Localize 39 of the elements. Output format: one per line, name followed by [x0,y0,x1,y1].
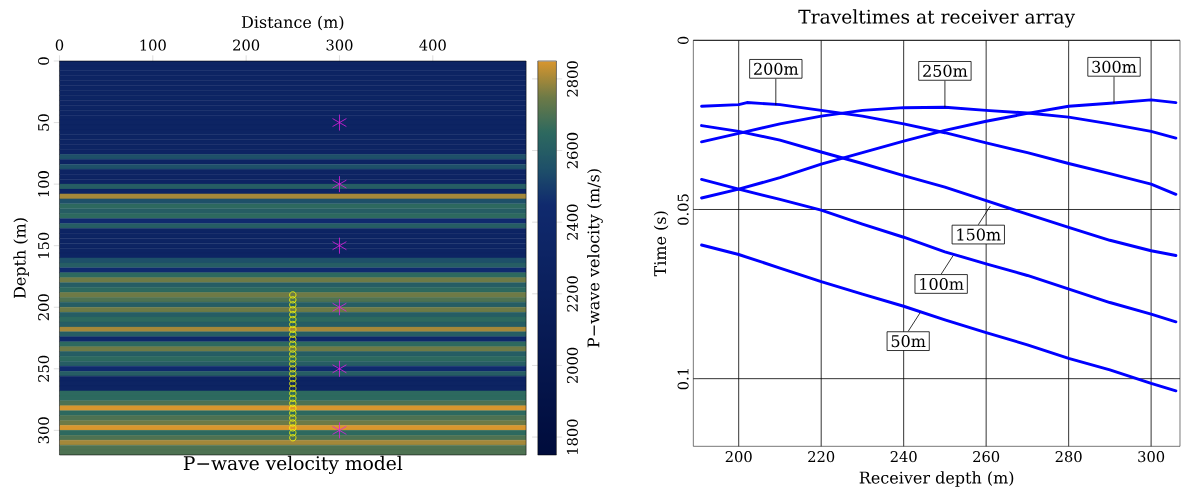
color-bar-label: 1800 [566,419,578,454]
y-tick-label: 100 [38,171,50,197]
color-bar-label: 2200 [566,276,578,312]
x-tick-label: 280 [1055,451,1082,463]
annotation: 300m [1092,60,1137,73]
x-tick-label: 0 [55,39,64,51]
y-tick-label: 50 [38,114,50,131]
x-tick-label: 100 [140,39,166,51]
color-bar-label: 2000 [566,347,578,384]
color-bar-label: 2800 [566,61,578,97]
y-tick-label: 0.1 [677,369,689,390]
annotation: 150m [957,228,1001,241]
annotation: 200m [754,62,799,75]
x-tick-label: 300 [1138,451,1165,463]
y-tick-label: 300 [38,417,50,444]
annotation: 250m [923,64,968,77]
y-tick-label: 250 [38,355,50,382]
y-tick-label: 150 [38,232,50,258]
x-tick-label: 260 [973,451,1000,463]
text: P−wave velocity model [183,455,403,475]
y-axis-title: Depth (m) [13,218,29,299]
x-axis-title: Distance (m) [241,15,344,31]
x-axis-title: Receiver depth (m) [859,471,1014,487]
x-tick-label: 220 [808,451,835,463]
x-tick-label: 400 [419,39,446,51]
y-tick-label: 0 [38,57,50,65]
chart-title: Traveltimes at receiver array [798,9,1076,28]
x-tick-label: 240 [890,451,917,463]
color-bar-label: 2400 [566,204,578,240]
annotation: 50m [891,335,926,348]
y-tick-label: 200 [38,294,50,321]
x-tick-label: 200 [725,451,752,463]
color-bar-label: 2600 [566,132,578,169]
x-tick-label: 200 [233,39,260,51]
color-bar-title: P−wave velocity (m/s) [587,169,603,348]
x-tick-label: 300 [326,39,353,51]
y-axis-title: Time (s) [653,211,669,277]
annotation: 100m [920,277,964,291]
y-tick-label: 0.05 [677,194,689,225]
